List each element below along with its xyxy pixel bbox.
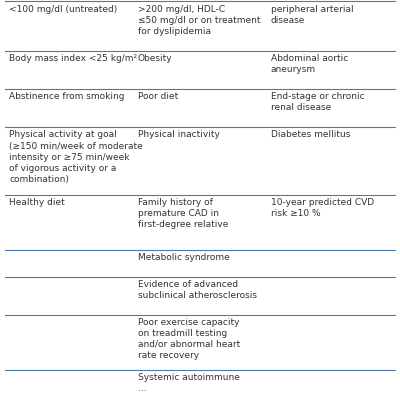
Text: Physical inactivity: Physical inactivity [138, 130, 220, 140]
Text: 10-year predicted CVD
risk ≥10 %: 10-year predicted CVD risk ≥10 % [271, 198, 374, 218]
Text: Metabolic syndrome: Metabolic syndrome [138, 253, 230, 262]
Text: Poor exercise capacity
on treadmill testing
and/or abnormal heart
rate recovery: Poor exercise capacity on treadmill test… [138, 318, 240, 360]
Text: Healthy diet: Healthy diet [9, 198, 65, 207]
Text: >200 mg/dl, HDL-C
≤50 mg/dl or on treatment
for dyslipidemia: >200 mg/dl, HDL-C ≤50 mg/dl or on treatm… [138, 4, 260, 36]
Text: Family history of
premature CAD in
first-degree relative: Family history of premature CAD in first… [138, 198, 228, 229]
Text: End-stage or chronic
renal disease: End-stage or chronic renal disease [271, 92, 364, 112]
Text: Systemic autoimmune
...: Systemic autoimmune ... [138, 373, 240, 394]
Text: Diabetes mellitus: Diabetes mellitus [271, 130, 350, 140]
Text: Evidence of advanced
subclinical atherosclerosis: Evidence of advanced subclinical atheros… [138, 280, 257, 300]
Text: Abstinence from smoking: Abstinence from smoking [9, 92, 125, 101]
Text: <100 mg/dl (untreated): <100 mg/dl (untreated) [9, 4, 118, 14]
Text: Poor diet: Poor diet [138, 92, 178, 101]
Text: Body mass index <25 kg/m²: Body mass index <25 kg/m² [9, 54, 137, 63]
Text: Abdominal aortic
aneurysm: Abdominal aortic aneurysm [271, 54, 348, 74]
Text: Physical activity at goal
(≥150 min/week of moderate
intensity or ≥75 min/week
o: Physical activity at goal (≥150 min/week… [9, 130, 143, 184]
Text: peripheral arterial
disease: peripheral arterial disease [271, 4, 353, 25]
Text: Obesity: Obesity [138, 54, 172, 63]
